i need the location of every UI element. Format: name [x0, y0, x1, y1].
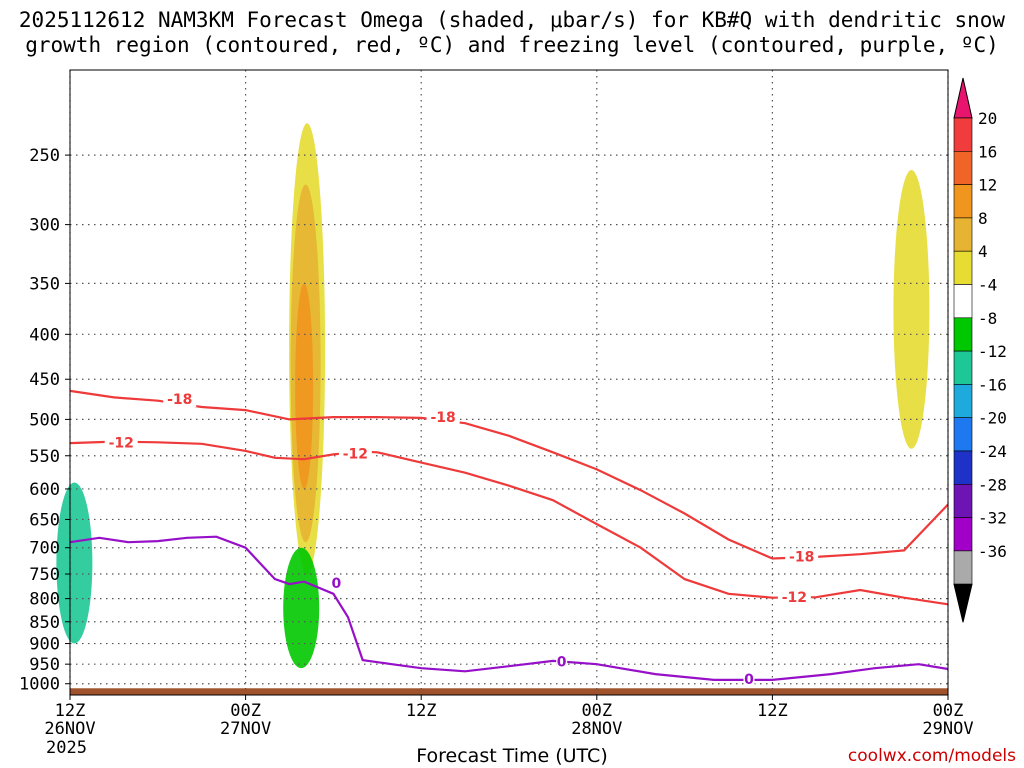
contour-label-0: -18 [167, 392, 192, 408]
contour-label-bg-6 [330, 575, 342, 592]
contour-label-2: -18 [789, 549, 814, 565]
colorbar-box-4 [953, 217, 973, 252]
colorbar-box-12 [953, 483, 973, 518]
y-tick-label-700: 700 [29, 539, 60, 559]
contour-label-5: -12 [782, 590, 807, 606]
colorbar-label-2: 12 [978, 176, 997, 195]
y-tick-label-800: 800 [29, 590, 60, 610]
colorbar-box-14 [953, 550, 973, 585]
year-label: 2025 [46, 738, 87, 758]
contour-label-bg-8 [743, 671, 755, 688]
y-tick-label-650: 650 [29, 510, 60, 530]
y-tick-label-900: 900 [29, 635, 60, 655]
credit-text: coolwx.com/models [847, 746, 1016, 766]
colorbar-box-7 [953, 317, 973, 352]
contour-freezing-level [69, 535, 949, 682]
x-axis-label: Forecast Time (UTC) [416, 745, 608, 767]
x-tick-label-0: 12Z 26NOV [44, 701, 96, 739]
colorbar-box-6 [953, 284, 973, 319]
omega-region-downward-green-column [340, 177, 361, 431]
contour-label-8: 0 [744, 672, 754, 688]
y-tick-label-600: 600 [29, 480, 60, 500]
colorbar-label-7: -12 [978, 342, 1007, 361]
omega-region-downward-left-edge [56, 482, 93, 644]
contour-label-bg-0 [163, 391, 197, 408]
y-tick-label-1000: 1000 [19, 675, 60, 695]
y-tick-label-250: 250 [29, 146, 60, 166]
contour-label-bg-2 [785, 548, 819, 565]
colorbar-label-13: -36 [978, 542, 1007, 561]
y-tick-label-400: 400 [29, 325, 60, 345]
colorbar-box-1 [953, 117, 973, 152]
contour-label-bg-4 [338, 445, 372, 462]
x-tick-label-24: 12Z [405, 701, 437, 721]
y-tick-label-750: 750 [29, 565, 60, 585]
x-tick-label-36: 00Z 28NOV [571, 701, 623, 739]
colorbar-label-8: -16 [978, 375, 1007, 394]
colorbar-bottom-triangle [953, 583, 973, 623]
y-tick-label-950: 950 [29, 655, 60, 675]
terrain-band [70, 688, 948, 695]
colorbar-box-10 [953, 417, 973, 452]
chart-title-line2: growth region (contoured, red, ºC) and f… [25, 33, 999, 57]
plot-area [70, 70, 948, 695]
contour-label-bg-5 [777, 589, 811, 606]
colorbar-label-4: 4 [978, 242, 988, 261]
colorbar-label-0: 20 [978, 109, 997, 128]
plot-frame [69, 69, 949, 696]
colorbar-box-13 [953, 517, 973, 552]
x-tick-label-60: 00Z 29NOV [922, 701, 974, 739]
x-tick-label-12: 00Z 27NOV [220, 701, 272, 739]
colorbar-box-11 [953, 450, 973, 485]
contour-label-4: -12 [343, 447, 368, 463]
contour-label-1: -18 [431, 410, 456, 426]
colorbar-label-9: -20 [978, 409, 1007, 428]
colorbar-box-8 [953, 350, 973, 385]
y-tick-label-500: 500 [29, 410, 60, 430]
contour-label-bg-7 [556, 653, 568, 670]
contour-label-6: 0 [331, 576, 341, 592]
y-tick-label-350: 350 [29, 274, 60, 294]
colorbar-label-3: 8 [978, 209, 988, 228]
y-tick-label-850: 850 [29, 613, 60, 633]
colorbar-box-9 [953, 384, 973, 418]
omega-region-upward-core-orange [295, 283, 314, 489]
colorbar-label-1: 16 [978, 142, 997, 161]
contour-label-7: 0 [557, 654, 567, 670]
x-tick-label-48: 12Z [757, 701, 788, 721]
y-tick-label-300: 300 [29, 216, 60, 236]
colorbar-box-3 [953, 184, 973, 219]
y-tick-label-450: 450 [29, 370, 60, 390]
y-tick-label-550: 550 [29, 447, 60, 467]
colorbar-label-12: -32 [978, 509, 1007, 528]
contour-label-bg-3 [104, 434, 138, 451]
colorbar-box-5 [953, 250, 973, 285]
colorbar-box-2 [953, 151, 973, 185]
colorbar-label-5: -4 [978, 276, 997, 295]
chart-title-line1: 2025112612 NAM3KM Forecast Omega (shaded… [18, 8, 1006, 32]
colorbar-top-triangle [953, 77, 973, 119]
contour-label-3: -12 [109, 435, 134, 451]
omega-region-downward-low-level [283, 547, 320, 669]
colorbar-label-6: -8 [978, 309, 997, 328]
contour-label-bg-1 [426, 409, 460, 426]
colorbar-label-11: -28 [978, 475, 1007, 494]
omega-region-upward-late-column [893, 170, 930, 449]
colorbar-label-10: -24 [978, 442, 1007, 461]
